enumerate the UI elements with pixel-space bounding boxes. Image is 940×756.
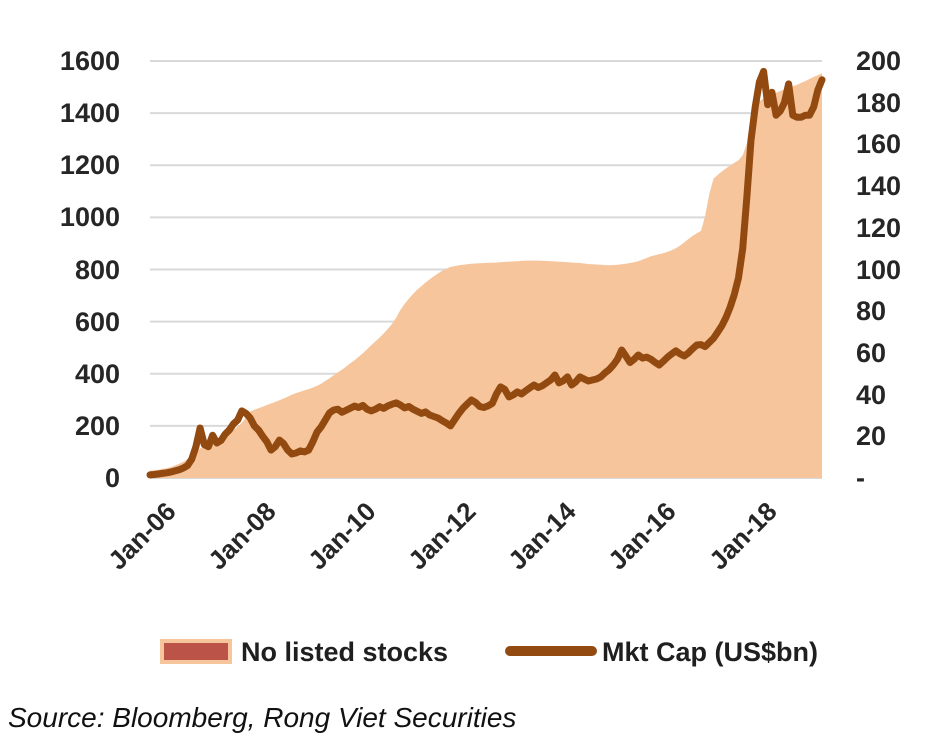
right-axis-tick-label: 180 <box>856 87 902 118</box>
mkt-cap-line <box>146 67 826 479</box>
listed-stocks-area <box>150 73 822 478</box>
right-axis-tick-label: 100 <box>856 254 902 285</box>
right-axis-tick-label: 40 <box>856 379 887 410</box>
left-axis-tick-label: 200 <box>74 410 120 441</box>
legend-line-swatch <box>505 646 597 656</box>
source-note: Source: Bloomberg, Rong Viet Securities <box>8 702 517 733</box>
right-axis-tick-label: 120 <box>856 212 902 243</box>
right-axis-tick-label: 140 <box>856 171 902 202</box>
right-axis-tick-label: 200 <box>856 46 902 76</box>
left-axis-tick-label: 0 <box>104 463 120 493</box>
left-axis-tick-label: 1000 <box>59 202 120 233</box>
left-axis-tick-label: 1400 <box>59 98 120 129</box>
right-axis-tick-label: 60 <box>856 337 887 368</box>
left-axis-tick-label: 1600 <box>59 46 120 76</box>
right-axis-tick-label: 160 <box>856 129 902 160</box>
left-axis-tick-label: 400 <box>74 358 120 389</box>
right-axis-tick-label: 80 <box>856 296 887 327</box>
left-axis-tick-label: 800 <box>74 254 120 285</box>
left-axis-tick-label: 600 <box>74 306 120 337</box>
legend-label-no-listed-stocks: No listed stocks <box>241 637 449 667</box>
left-axis-tick-label: 1200 <box>59 150 120 181</box>
right-axis-tick-label: 20 <box>856 421 887 452</box>
legend-label-mkt-cap: Mkt Cap (US$bn) <box>602 637 818 667</box>
right-axis-tick-label: - <box>856 463 865 493</box>
legend-area-swatch <box>160 639 232 664</box>
